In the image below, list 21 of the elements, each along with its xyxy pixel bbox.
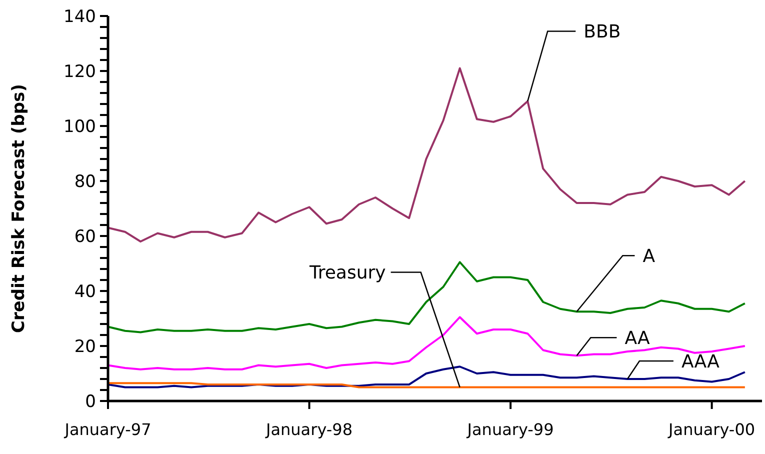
x-tick-label: January-97	[64, 420, 152, 439]
x-tick-label: January-00	[668, 420, 756, 439]
text: BBB	[584, 22, 621, 43]
series-label: AAA	[681, 351, 720, 372]
y-axis-title: Credit Risk Forecast (bps)	[9, 84, 29, 333]
y-tick-label: 120	[64, 62, 96, 82]
y-tick-label: 140	[64, 6, 96, 27]
y-tick-label: 40	[74, 282, 96, 302]
y-tick-label: 0	[85, 392, 96, 412]
x-tick-label: January-98	[265, 420, 353, 439]
line-series	[107, 366, 746, 388]
text: Treasury	[308, 262, 386, 284]
x-tick-label: January-99	[466, 420, 554, 439]
line-series	[107, 316, 746, 370]
y-tick-label: 100	[64, 116, 96, 137]
line-series	[107, 67, 746, 242]
y-tick-label: 80	[74, 172, 96, 192]
series-label: AA	[624, 328, 651, 349]
y-tick-label: 20	[74, 336, 96, 357]
y-tick-label: 60	[74, 226, 96, 247]
series-label: A	[642, 246, 656, 267]
